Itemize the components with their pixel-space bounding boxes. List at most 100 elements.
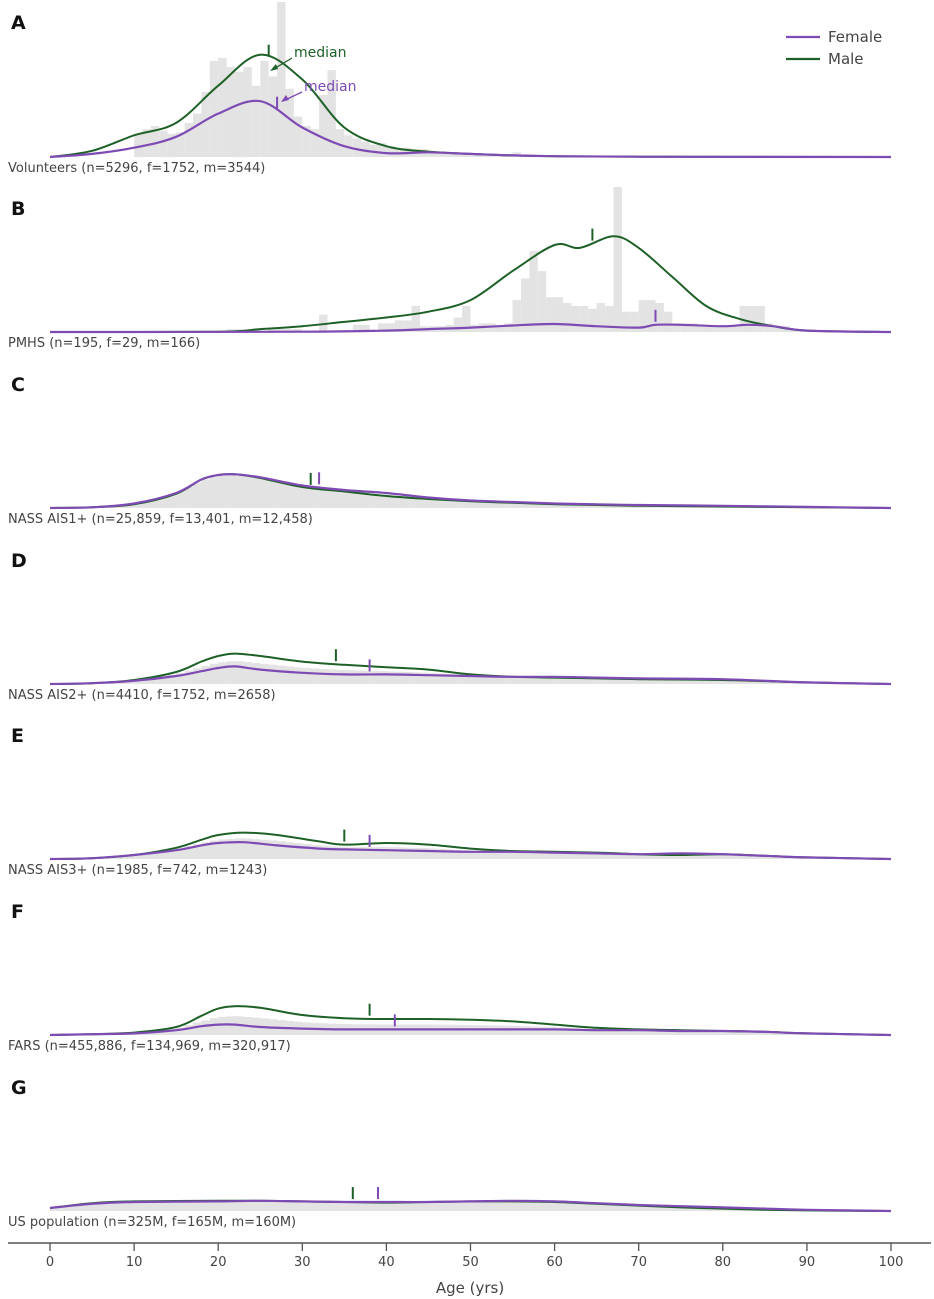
histogram-bar (781, 1032, 791, 1035)
histogram-bar (218, 57, 227, 157)
histogram-bar (613, 853, 623, 859)
histogram-bar (150, 852, 160, 859)
histogram-bar (663, 679, 673, 684)
panels-layer: A Volunteers (n=5296, f=1752, m=3544) B PMH… (8, 2, 892, 1230)
histogram-bar (579, 1028, 589, 1035)
histogram-bar (193, 1022, 202, 1035)
histogram-bar (512, 502, 522, 508)
histogram-bar (352, 670, 362, 684)
histogram-bar (571, 504, 581, 508)
histogram-bar (680, 1207, 690, 1211)
histogram-bar (394, 1202, 404, 1211)
histogram-bar (462, 305, 471, 332)
histogram-bar (268, 76, 278, 157)
histogram-bar (445, 499, 454, 508)
histogram-bar (512, 1201, 522, 1211)
histogram-bar (579, 1203, 589, 1211)
histogram-bar (487, 1201, 496, 1211)
histogram-bar (226, 661, 236, 684)
histogram-bar (327, 669, 337, 684)
panel-caption: Volunteers (n=5296, f=1752, m=3544) (8, 161, 265, 176)
panel-caption: PMHS (n=195, f=29, m=166) (8, 336, 200, 351)
histogram-bar (260, 479, 269, 508)
histogram-bar (554, 504, 564, 508)
histogram-bar (361, 141, 370, 157)
histogram-bar (706, 1031, 715, 1035)
x-tick-label: 0 (46, 1255, 54, 1270)
histogram-bar (529, 852, 539, 859)
histogram-bar (773, 326, 782, 332)
histogram-bar (344, 491, 353, 508)
histogram-bar (369, 493, 379, 508)
histogram-bar (739, 855, 749, 859)
histogram-bar (226, 67, 235, 157)
histogram-bar (319, 845, 328, 859)
histogram-bar (142, 500, 152, 508)
histogram-bar (697, 326, 706, 332)
histogram-bar (647, 854, 656, 859)
panel-letter: B (11, 198, 25, 220)
female-density-curve (49, 840, 892, 861)
histogram-bar (277, 329, 286, 332)
histogram-bar (647, 1205, 656, 1211)
histogram-bar (537, 271, 547, 332)
panel-f: F FARS (n=455,886, f=134,969, m=320,917) (8, 901, 892, 1054)
histogram-bar (277, 1201, 286, 1211)
histogram-bar (529, 503, 539, 508)
x-tick-label: 80 (715, 1255, 732, 1270)
histogram-bar (378, 494, 387, 508)
legend-female-label: Female (828, 28, 882, 46)
histogram-bar (748, 680, 757, 684)
histogram-bar (596, 303, 605, 332)
histogram-bar (319, 95, 328, 157)
histogram-bar (378, 671, 387, 684)
histogram-bar (680, 679, 690, 684)
histogram-bar (672, 1030, 681, 1035)
female-density-curve (49, 1199, 892, 1213)
histogram-bar (369, 144, 378, 157)
histogram-bar (470, 1201, 480, 1211)
histogram (50, 1201, 883, 1211)
histogram-bar (201, 1020, 211, 1035)
histogram-bar (218, 1016, 227, 1035)
histogram-bar (100, 1203, 110, 1211)
histogram-bar (66, 1205, 76, 1211)
panel-caption: NASS AIS3+ (n=1985, f=742, m=1243) (8, 863, 267, 878)
histogram-bar (655, 1030, 665, 1035)
histogram-bar (117, 856, 126, 859)
histogram-bar (243, 838, 253, 859)
histogram-bar (310, 1201, 320, 1211)
histogram-bar (546, 297, 555, 332)
histogram-bar (605, 504, 614, 508)
x-axis: Age (yrs) 0 10 20 30 40 50 60 70 80 90 100 (8, 1242, 931, 1297)
histogram-bar (260, 60, 269, 157)
histogram-bar (563, 852, 572, 859)
histogram-bar (571, 1202, 581, 1211)
histogram-bar (554, 677, 564, 684)
histogram-bar (655, 679, 665, 684)
histogram-bar (487, 676, 496, 684)
histogram-bar (361, 670, 370, 684)
histogram-bar (428, 498, 438, 508)
panel-letter: F (11, 901, 24, 923)
histogram-bar (621, 1204, 631, 1211)
histogram-bar (378, 1202, 387, 1211)
histogram-bar (537, 1201, 547, 1211)
legend-male-label: Male (828, 50, 864, 68)
histogram-bar (706, 854, 715, 859)
x-tick-label: 100 (879, 1255, 904, 1270)
histogram-bar (411, 305, 420, 332)
histogram-bar (495, 851, 505, 859)
histogram-bar (302, 126, 311, 157)
histogram-bar (781, 856, 791, 859)
histogram-bar (235, 71, 244, 158)
histogram-bar (302, 844, 311, 859)
histogram-bar (630, 678, 639, 684)
panel-letter: E (11, 725, 24, 747)
histogram-bar (470, 153, 479, 157)
histogram-bar (748, 855, 757, 859)
histogram-bar (596, 678, 606, 684)
histogram-bar (411, 1202, 421, 1211)
histogram-bar (529, 1026, 539, 1035)
